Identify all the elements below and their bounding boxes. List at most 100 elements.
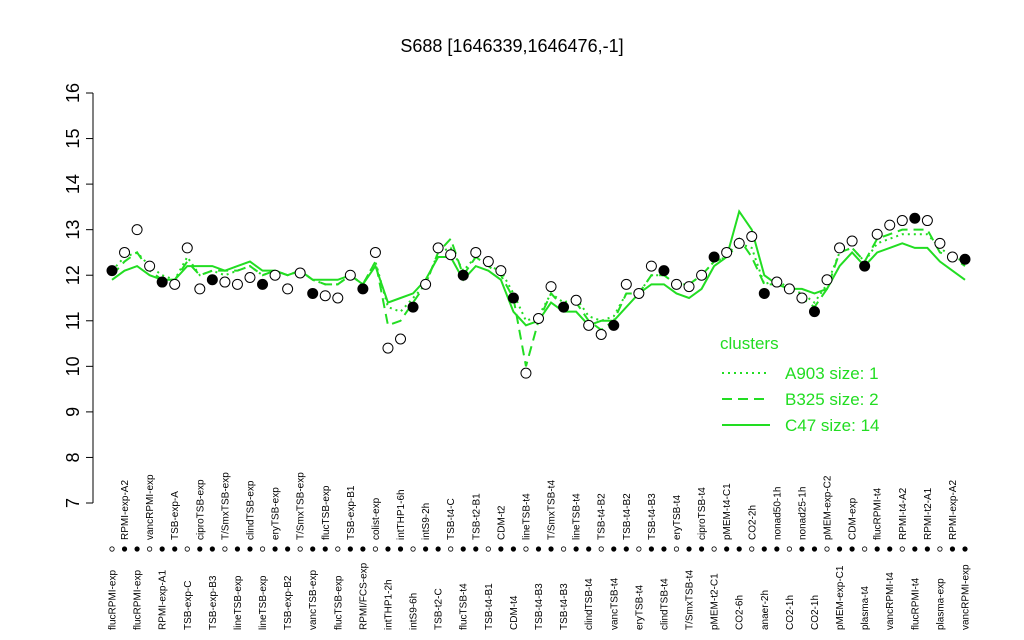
- y-tick-label: 14: [63, 174, 83, 194]
- x-tick-label: TSB-t2-B1: [471, 493, 482, 540]
- rug-dot: [786, 546, 792, 552]
- rug-dot: [924, 546, 930, 552]
- rug-dot: [598, 546, 604, 552]
- y-tick-label: 8: [63, 452, 83, 462]
- data-point: [846, 235, 858, 247]
- rug-dot: [410, 546, 416, 552]
- data-point: [771, 276, 783, 288]
- rug-dot: [397, 546, 404, 552]
- x-tick-label: vancTSB-t4: [609, 577, 620, 630]
- rug-dot: [347, 546, 353, 552]
- data-point: [156, 276, 168, 288]
- y-tick-label: 11: [63, 311, 83, 330]
- data-point: [821, 274, 833, 286]
- rug-dot: [799, 546, 805, 552]
- data-point: [620, 278, 632, 290]
- x-tick-label: nonad25-1h: [797, 487, 808, 540]
- rug-dot: [899, 546, 905, 552]
- y-tick-label: 15: [63, 129, 83, 149]
- rug-dot: [297, 546, 303, 552]
- data-point: [231, 278, 243, 290]
- rug-dot: [197, 546, 203, 552]
- x-tick-label: vancRPMI-exp: [145, 474, 156, 540]
- rug-dot: [774, 546, 780, 552]
- rug-dot: [385, 546, 391, 552]
- rug-dot: [611, 546, 617, 552]
- x-tick-label: TSB-t2-C: [434, 588, 445, 630]
- data-point: [884, 219, 896, 231]
- rug-dot: [535, 546, 542, 552]
- data-point: [545, 281, 557, 293]
- data-point: [395, 333, 407, 345]
- x-tick-label: T/SmxTSB-t4: [685, 570, 696, 630]
- x-tick-label: plasma-t4: [860, 586, 871, 630]
- x-tick-label: eryTSB-t4: [672, 495, 683, 540]
- x-tick-label: lineTSB-exp: [258, 575, 269, 630]
- data-point: [595, 328, 607, 340]
- data-point: [658, 265, 670, 277]
- x-tick-label: clindTSB-t4: [659, 578, 670, 630]
- rug-dot: [636, 546, 642, 552]
- rug-dot: [272, 546, 278, 552]
- data-point: [520, 367, 532, 379]
- legend-label: B325 size: 2: [785, 390, 879, 409]
- data-point: [219, 276, 231, 288]
- x-tick-label: pMEM-t4-C1: [722, 483, 733, 540]
- rug-dot: [172, 546, 178, 552]
- x-tick-label: lineTSB-exp: [233, 575, 244, 630]
- data-point: [369, 246, 381, 258]
- x-tick-label: eryTSB-exp: [271, 487, 282, 540]
- rug-dot: [285, 546, 291, 552]
- x-tick-label: TSB-t4-B2: [597, 493, 608, 540]
- data-point: [746, 231, 758, 242]
- rug-dot: [686, 546, 692, 552]
- rug-dot: [698, 546, 705, 552]
- data-point: [583, 319, 595, 331]
- rug-dot: [473, 546, 479, 552]
- data-point: [645, 260, 657, 272]
- x-tick-label: TSB-exp-B1: [346, 485, 357, 540]
- data-point: [533, 313, 544, 324]
- rug-dot: [360, 546, 366, 552]
- data-point: [169, 278, 181, 290]
- rug-dot: [560, 546, 567, 552]
- rug-dot: [724, 546, 730, 552]
- data-point: [144, 260, 156, 272]
- cluster-line: [111, 209, 966, 327]
- y-tick-label: 12: [63, 265, 83, 285]
- rug-dot: [548, 546, 554, 552]
- rug-dot: [811, 546, 818, 552]
- x-tick-label: TSB-t4-B2: [622, 493, 633, 540]
- x-tick-label: TSB-exp-B3: [208, 575, 219, 630]
- data-point: [608, 319, 620, 331]
- rug-dot: [962, 546, 968, 552]
- rug-dot: [573, 546, 579, 552]
- data-point: [758, 287, 770, 299]
- data-point: [457, 269, 469, 281]
- rug-dot: [147, 546, 153, 552]
- x-tick-label: clindTSB-t4: [584, 578, 595, 630]
- legend-title: clusters: [720, 334, 779, 353]
- x-tick-label: TSB-exp-A: [170, 491, 181, 540]
- data-point: [683, 281, 695, 293]
- rug-dot: [335, 546, 341, 552]
- x-tick-label: TSB-t4-B1: [484, 583, 495, 630]
- rug-dot: [209, 546, 215, 552]
- x-tick-label: lineTSB-t4: [572, 493, 583, 540]
- data-point: [319, 290, 331, 302]
- data-point: [934, 237, 946, 249]
- x-tick-label: flucRPMI-exp: [133, 570, 144, 630]
- data-point: [708, 251, 720, 263]
- rug-dot: [234, 546, 241, 552]
- x-tick-label: pMEM-exp-C1: [835, 565, 846, 630]
- x-tick-label: RPMI-t2-A1: [923, 487, 934, 540]
- rug-dot: [836, 546, 843, 552]
- x-tick-label: clindTSB-exp: [245, 480, 256, 540]
- data-point: [407, 301, 419, 313]
- data-point: [733, 237, 745, 249]
- x-tick-label: flucRPMI-t4: [910, 577, 921, 630]
- x-tick-label: intS9-6h: [409, 593, 420, 630]
- data-point: [470, 246, 482, 258]
- rug-dot: [849, 546, 855, 552]
- data-point: [495, 265, 507, 277]
